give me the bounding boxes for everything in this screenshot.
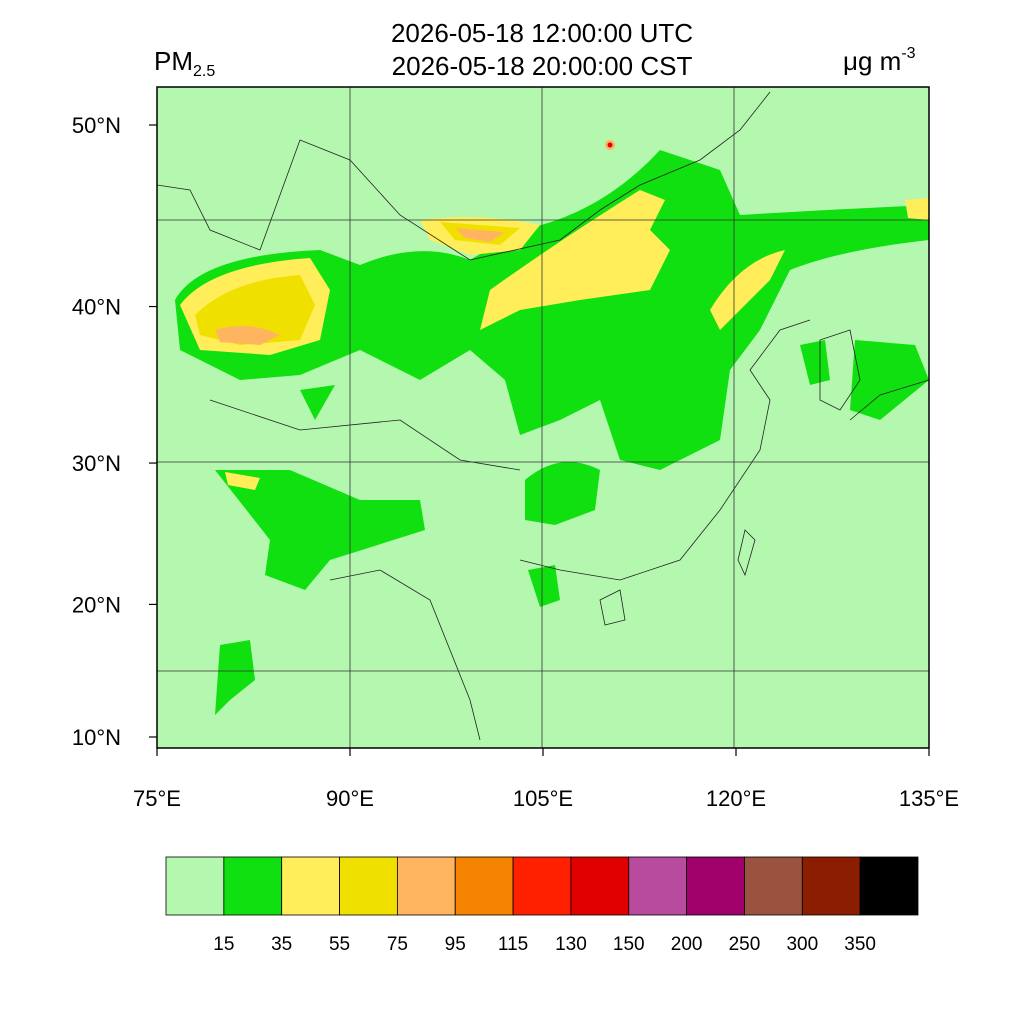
concentration-peak <box>607 142 613 148</box>
lat-tick-label: 20°N <box>72 592 121 617</box>
lat-tick-label: 30°N <box>72 451 121 476</box>
title-utc: 2026-05-18 12:00:00 UTC <box>391 18 693 48</box>
title-cst: 2026-05-18 20:00:00 CST <box>392 51 693 81</box>
colorbar-label: 200 <box>671 934 703 955</box>
colorbar-box <box>396 856 456 916</box>
lon-tick-label: 105°E <box>513 786 573 811</box>
colorbar-label: 115 <box>498 934 528 955</box>
colorbar-box <box>512 856 572 916</box>
lat-tick-label: 40°N <box>72 295 121 320</box>
axes: 75°E 90°E 105°E 120°E 135°E 10°N 20°N 30°N 40°N 5… <box>72 113 959 811</box>
units-superscript: -3 <box>901 45 915 62</box>
colorbar-box <box>454 856 514 916</box>
concentration-orange <box>215 140 615 345</box>
colorbar-label: 75 <box>387 934 408 955</box>
map-field <box>156 86 930 749</box>
colorbar-label: 150 <box>613 934 645 955</box>
colorbar-label: 300 <box>786 934 818 955</box>
colorbar-label: 55 <box>329 934 350 955</box>
colorbar-box <box>628 856 688 916</box>
concentration-green <box>175 150 929 715</box>
colorbar-box <box>570 856 630 916</box>
variable-label: PM2.5 <box>154 46 215 80</box>
variable-subscript: 2.5 <box>193 63 215 80</box>
colorbar-box <box>281 856 340 916</box>
grid-lines <box>157 87 929 748</box>
coastlines <box>156 91 930 741</box>
colorbar-box <box>801 856 861 916</box>
lat-tick-label: 10°N <box>72 725 121 750</box>
lon-tick-label: 90°E <box>326 786 374 811</box>
colorbar-label: 95 <box>445 934 466 955</box>
variable-name: PM <box>154 46 193 76</box>
colorbar-box <box>686 856 745 916</box>
lon-tick-label: 75°E <box>133 786 181 811</box>
units-text: μg m <box>843 46 901 76</box>
colorbar: 15 35 55 75 95 115 130 150 200 250 300 350 <box>165 856 919 955</box>
lon-tick-label: 135°E <box>899 786 959 811</box>
colorbar-label: 250 <box>729 934 761 955</box>
colorbar-box <box>165 856 225 916</box>
units-label: μg m-3 <box>843 45 916 76</box>
colorbar-label: 35 <box>271 934 292 955</box>
lat-tick-label: 50°N <box>72 113 121 138</box>
colorbar-box <box>744 856 803 916</box>
lon-tick-label: 120°E <box>706 786 766 811</box>
colorbar-box <box>339 856 398 916</box>
colorbar-box <box>859 856 919 916</box>
colorbar-box <box>223 856 283 916</box>
colorbar-label: 350 <box>844 934 876 955</box>
colorbar-label: 15 <box>213 934 234 955</box>
colorbar-label: 130 <box>555 934 587 955</box>
